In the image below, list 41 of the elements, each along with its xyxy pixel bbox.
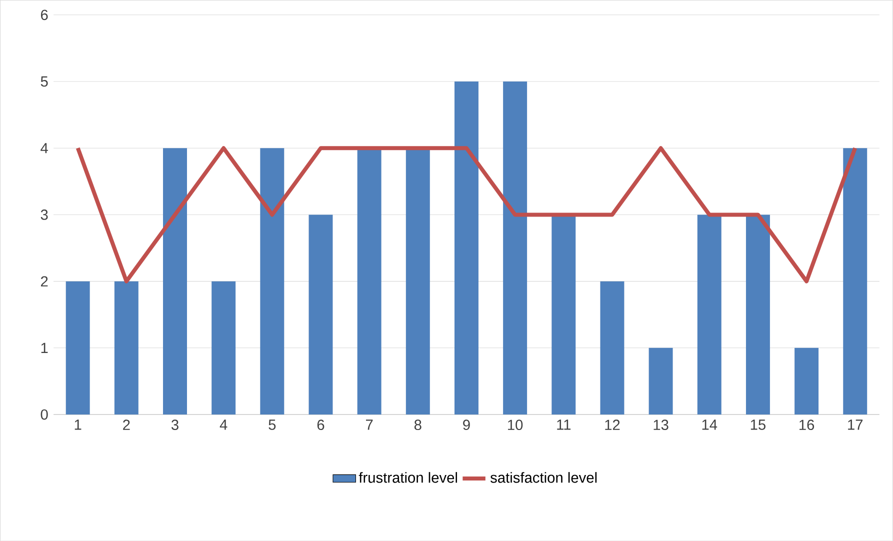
x-tick-label: 12	[605, 420, 620, 430]
x-tick-label: 11	[557, 420, 571, 430]
x-tick-label: 5	[268, 420, 276, 430]
x-tick-label: 3	[171, 420, 178, 430]
x-tick-label: 13	[654, 420, 668, 430]
bar	[600, 281, 624, 414]
bar	[454, 81, 478, 414]
bar	[114, 281, 138, 414]
bar	[503, 81, 528, 414]
x-tick-label: 15	[750, 420, 766, 430]
x-tick-label: 4	[220, 420, 228, 430]
bar	[308, 214, 333, 414]
legend-label: satisfaction level	[490, 472, 597, 483]
bar	[163, 148, 187, 414]
x-tick-label: 1	[74, 420, 82, 430]
x-tick-label: 8	[414, 420, 422, 430]
y-tick-label: 4	[40, 142, 48, 153]
bar	[697, 214, 722, 414]
y-tick-label: 1	[41, 342, 48, 353]
bar	[212, 281, 236, 414]
x-tick-label: 16	[800, 420, 814, 430]
bar	[552, 214, 576, 414]
x-tick-label: 7	[366, 420, 373, 430]
y-tick-label: 0	[40, 409, 48, 420]
bar	[260, 148, 284, 414]
x-tick-label: 9	[463, 420, 470, 430]
x-tick-label: 2	[123, 420, 130, 430]
bar	[746, 214, 770, 414]
y-tick-label: 2	[40, 276, 48, 286]
y-tick-label: 6	[41, 10, 48, 20]
x-tick-label: 10	[508, 420, 523, 430]
x-tick-label: 17	[848, 420, 863, 430]
bar	[843, 148, 868, 414]
legend-label: frustration level	[358, 472, 458, 483]
y-tick-label: 5	[40, 76, 48, 86]
bar	[648, 348, 673, 414]
bar	[794, 348, 819, 414]
x-tick-label: 6	[317, 420, 324, 430]
x-tick-label: 14	[702, 420, 718, 430]
bar	[66, 281, 90, 414]
y-tick-label: 3	[40, 209, 48, 220]
